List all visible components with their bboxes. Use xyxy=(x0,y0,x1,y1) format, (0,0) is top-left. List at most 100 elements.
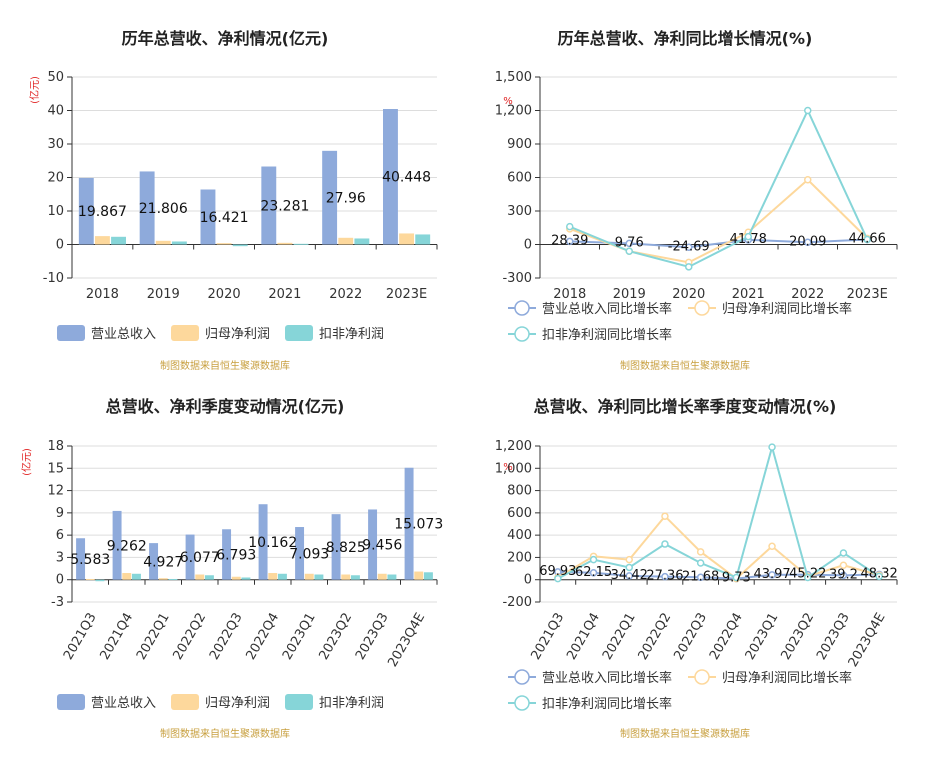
chart-title: 总营收、净利季度变动情况(亿元) xyxy=(106,397,345,416)
data-label: 40.448 xyxy=(382,170,431,186)
data-point xyxy=(685,243,693,252)
data-point xyxy=(661,540,669,548)
bar-deducted-profit xyxy=(241,577,251,580)
y-unit-label: (亿元) xyxy=(28,76,41,104)
legend-label: 扣非净利润 xyxy=(319,327,384,342)
x-tick-label: 2021Q3 xyxy=(529,611,568,663)
bar-revenue xyxy=(76,538,86,580)
bar-parent-profit xyxy=(341,574,351,580)
legend-item: 扣非净利润 xyxy=(285,694,384,711)
data-label: 21.806 xyxy=(139,201,188,217)
data-point xyxy=(768,443,776,451)
y-tick-label: 600 xyxy=(507,171,532,186)
chart-panel-quarterly-amount: 总营收、净利季度变动情况(亿元)(亿元)-303691215182021Q320… xyxy=(20,397,443,740)
data-point xyxy=(625,555,633,564)
legend: 营业总收入 归母净利润 扣非净利润 xyxy=(57,325,384,342)
bar-revenue xyxy=(261,166,277,245)
legend-swatch xyxy=(285,694,313,710)
x-tick-label: 2021Q4 xyxy=(564,611,603,663)
bar-parent-profit xyxy=(304,573,314,580)
x-tick-label: 2022 xyxy=(791,287,824,302)
series-line-parent-growth xyxy=(557,514,880,580)
y-unit-label: (亿元) xyxy=(20,448,33,476)
data-label: 6.793 xyxy=(216,547,256,563)
y-tick-label: 300 xyxy=(507,204,532,219)
bar-parent-profit xyxy=(216,243,232,245)
y-tick-label: 0 xyxy=(56,238,64,253)
x-tick-label: 2020 xyxy=(672,287,705,302)
legend-swatch xyxy=(57,694,85,710)
bar-parent-profit xyxy=(94,236,110,245)
data-label: 41.78 xyxy=(730,232,767,247)
bar-parent-profit xyxy=(277,242,293,245)
data-label: 8.825 xyxy=(326,540,366,556)
data-label: 4.927 xyxy=(143,554,183,570)
x-tick-label: 2019 xyxy=(613,287,646,302)
data-label: 15.073 xyxy=(394,517,443,533)
bar-revenue xyxy=(185,534,195,580)
bar-deducted-profit xyxy=(350,575,360,580)
legend-swatch-marker xyxy=(694,669,710,685)
bar-deducted-profit xyxy=(314,574,324,580)
legend-item: 营业总收入同比增长率 xyxy=(508,300,672,317)
data-label: 10.162 xyxy=(248,535,297,551)
bar-deducted-profit xyxy=(387,574,397,580)
y-tick-label: 10 xyxy=(47,204,64,219)
data-label: 69.93 xyxy=(539,564,576,579)
data-point xyxy=(804,175,812,184)
legend-item: 扣非净利润同比增长率 xyxy=(508,695,672,712)
data-point xyxy=(696,559,705,567)
series-line-deducted-growth xyxy=(557,443,880,580)
data-point xyxy=(804,238,812,247)
legend-swatch xyxy=(57,325,85,341)
bar-revenue xyxy=(331,514,341,580)
bar-parent-profit xyxy=(122,573,132,580)
legend-item: 营业总收入 xyxy=(57,694,156,711)
x-tick-label: 2022Q3 xyxy=(671,611,710,663)
legend-label: 扣非净利润同比增长率 xyxy=(542,327,672,343)
bar-deducted-profit xyxy=(131,573,141,580)
y-tick-label: 50 xyxy=(47,70,64,85)
data-point xyxy=(732,573,741,582)
chart-panel-annual-amount: 历年总营收、净利情况(亿元) (亿元) -10 0 10 20 30 40 50 2018 2019… xyxy=(28,29,438,372)
bar-revenue xyxy=(139,171,155,245)
x-tick-label: 2022Q3 xyxy=(207,611,246,663)
source-note: 制图数据来自恒生聚源数据库 xyxy=(620,727,750,740)
chart-title: 历年总营收、净利同比增长情况(%) xyxy=(558,29,813,48)
legend-label: 营业总收入 xyxy=(91,327,156,342)
legend-item: 归母净利润同比增长率 xyxy=(688,669,852,686)
y-tick-label: 200 xyxy=(507,550,532,565)
bar-deducted-profit xyxy=(423,572,433,580)
data-point xyxy=(685,263,693,271)
data-point xyxy=(625,247,633,255)
legend-swatch-marker xyxy=(514,300,530,316)
data-label: 5.583 xyxy=(70,552,110,568)
legend-label: 营业总收入同比增长率 xyxy=(542,670,672,686)
x-tick-label: 2019 xyxy=(147,287,180,302)
y-tick-label: 3 xyxy=(56,550,64,565)
x-tick-label: 2023Q3 xyxy=(814,611,853,663)
data-label: 21.68 xyxy=(682,569,719,584)
bar-deducted-profit xyxy=(204,575,214,580)
bar-deducted-profit xyxy=(168,578,178,580)
data-point xyxy=(661,512,669,520)
bar-revenue xyxy=(404,467,414,580)
bar-parent-profit xyxy=(158,578,168,580)
y-tick-label: 15 xyxy=(47,461,64,476)
bar-revenue xyxy=(368,509,378,580)
y-tick-label: 1,200 xyxy=(495,439,532,454)
y-tick-label: 800 xyxy=(507,484,532,499)
bar-revenue xyxy=(78,177,94,245)
legend: 营业总收入 归母净利润 扣非净利润 xyxy=(57,694,384,711)
bar-revenue xyxy=(200,189,216,245)
legend-label: 营业总收入同比增长率 xyxy=(542,301,672,317)
data-label: 9.262 xyxy=(107,538,147,554)
data-label: 9.76 xyxy=(615,235,644,250)
x-tick-label: 2018 xyxy=(86,287,119,302)
legend-swatch xyxy=(171,325,199,341)
bar-deducted-profit xyxy=(354,238,370,245)
bar-parent-profit xyxy=(85,578,95,580)
bar-revenue xyxy=(258,504,268,580)
data-point xyxy=(804,106,812,115)
